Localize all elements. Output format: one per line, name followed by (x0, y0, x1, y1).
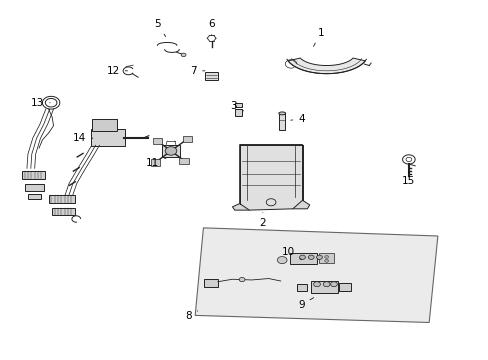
Bar (234, 109, 242, 116)
Circle shape (324, 256, 328, 258)
Text: 10: 10 (281, 247, 301, 260)
Text: 5: 5 (154, 19, 165, 37)
Text: 3: 3 (230, 100, 243, 111)
Bar (28, 194, 41, 199)
Text: 11: 11 (146, 158, 166, 168)
Text: 6: 6 (208, 19, 215, 35)
Bar (162, 145, 180, 157)
Ellipse shape (278, 112, 285, 115)
Bar (204, 279, 218, 287)
Bar (204, 72, 218, 80)
Bar (234, 103, 242, 107)
Bar (182, 136, 192, 143)
Bar (338, 283, 350, 291)
Circle shape (323, 282, 329, 287)
Circle shape (299, 255, 305, 260)
Circle shape (313, 282, 320, 287)
Circle shape (181, 53, 185, 57)
Bar (22, 171, 45, 179)
Bar (310, 281, 337, 293)
Circle shape (277, 257, 286, 264)
Bar (150, 159, 160, 166)
Polygon shape (287, 58, 365, 74)
Circle shape (308, 255, 313, 260)
Circle shape (165, 147, 177, 155)
Text: 9: 9 (298, 298, 313, 310)
Bar (179, 158, 188, 164)
Polygon shape (239, 145, 302, 210)
Polygon shape (232, 203, 249, 210)
Circle shape (324, 260, 328, 262)
Polygon shape (292, 200, 309, 209)
Text: 15: 15 (402, 171, 415, 186)
Bar (319, 253, 333, 262)
Bar (290, 253, 316, 264)
Circle shape (330, 282, 337, 287)
Bar (279, 113, 285, 130)
Text: 7: 7 (190, 66, 204, 76)
Bar (49, 195, 75, 203)
Bar (52, 208, 75, 215)
FancyBboxPatch shape (92, 120, 117, 131)
Text: 14: 14 (72, 133, 93, 143)
Polygon shape (195, 228, 437, 323)
FancyBboxPatch shape (91, 129, 125, 146)
Bar (152, 138, 162, 144)
Bar (296, 284, 307, 291)
Text: 2: 2 (259, 213, 265, 228)
Circle shape (239, 278, 244, 282)
Text: 4: 4 (290, 114, 304, 124)
Text: 1: 1 (313, 28, 324, 46)
Bar (24, 184, 44, 191)
Circle shape (316, 255, 322, 260)
Text: 8: 8 (185, 311, 197, 321)
Text: 12: 12 (106, 66, 127, 76)
Text: 13: 13 (31, 98, 50, 108)
